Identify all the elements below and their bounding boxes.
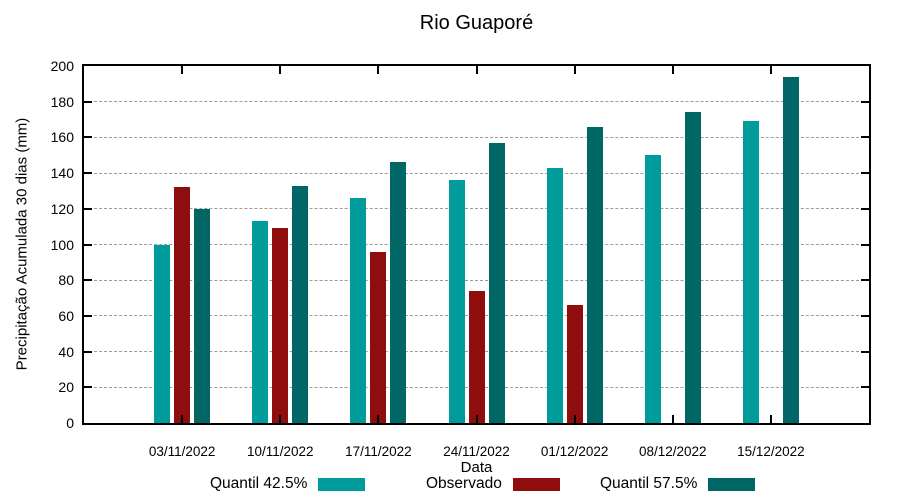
plot-area — [82, 64, 871, 425]
y-tick-right-100 — [861, 243, 869, 246]
x-tick-bottom-1 — [279, 415, 282, 423]
legend-entry-observado: Observado — [426, 475, 560, 493]
y-tick-left-20 — [84, 386, 92, 389]
bar-quantil-57-5--08-12-2022 — [684, 112, 701, 423]
gridline-y-160 — [84, 136, 869, 138]
y-tick-label-160: 160 — [50, 129, 74, 146]
x-tick-bottom-6 — [769, 415, 772, 423]
bar-observado-03-11-2022 — [174, 187, 191, 423]
chart-title: Rio Guaporé — [419, 12, 534, 34]
legend-swatch-quantil-57-5 — [708, 477, 756, 491]
bar-observado-10-11-2022 — [272, 228, 289, 423]
x-tick-label-4: 01/12/2022 — [540, 444, 609, 459]
y-tick-right-20 — [861, 386, 869, 389]
x-tick-top-6 — [769, 66, 772, 74]
y-tick-label-200: 200 — [50, 58, 74, 74]
y-tick-right-180 — [861, 100, 869, 103]
bar-quantil-57-5--03-11-2022 — [194, 208, 211, 423]
x-tick-bottom-0 — [181, 415, 184, 423]
x-tick-top-4 — [573, 66, 576, 74]
x-tick-top-2 — [377, 66, 380, 74]
legend-entry-quantil-57-5: Quantil 57.5% — [600, 475, 756, 493]
bar-quantil-42-5--17-11-2022 — [350, 198, 367, 423]
bar-quantil-57-5--10-11-2022 — [292, 185, 309, 423]
y-tick-right-120 — [861, 207, 869, 210]
bar-quantil-42-5--03-11-2022 — [154, 244, 171, 423]
y-tick-label-120: 120 — [50, 200, 74, 217]
y-tick-right-40 — [861, 350, 869, 353]
bar-quantil-42-5--24-11-2022 — [448, 180, 465, 423]
y-tick-left-100 — [84, 243, 92, 246]
legend-swatch-quantil-42-5 — [318, 477, 366, 491]
y-tick-label-40: 40 — [58, 343, 74, 360]
y-tick-label-20: 20 — [58, 379, 74, 396]
y-tick-label-140: 140 — [50, 165, 74, 182]
x-tick-label-2: 17/11/2022 — [345, 444, 412, 459]
y-tick-label-0: 0 — [66, 415, 74, 431]
x-tick-label-1: 10/11/2022 — [246, 444, 314, 459]
gridline-y-80 — [84, 279, 869, 281]
y-tick-right-140 — [861, 172, 869, 175]
y-tick-left-160 — [84, 136, 92, 139]
y-tick-label-100: 100 — [50, 236, 74, 253]
bar-quantil-42-5--01-12-2022 — [546, 167, 563, 423]
legend-entry-quantil-42-5: Quantil 42.5% — [210, 475, 366, 493]
bar-observado-01-12-2022 — [566, 305, 583, 423]
y-tick-left-40 — [84, 350, 92, 353]
x-tick-bottom-2 — [377, 415, 380, 423]
gridline-y-140 — [84, 172, 869, 174]
y-tick-label-60: 60 — [58, 307, 74, 324]
y-tick-label-80: 80 — [58, 272, 74, 289]
y-tick-right-160 — [861, 136, 869, 139]
x-tick-top-0 — [181, 66, 184, 74]
y-tick-label-180: 180 — [50, 93, 74, 110]
x-tick-label-0: 03/11/2022 — [148, 444, 216, 459]
bar-observado-17-11-2022 — [370, 251, 387, 423]
legend-swatch-observado — [512, 477, 560, 491]
gridline-y-100 — [84, 244, 869, 245]
bar-quantil-57-5--01-12-2022 — [586, 126, 603, 423]
gridline-y-180 — [84, 101, 869, 103]
x-axis-label: Data — [460, 459, 493, 476]
x-tick-bottom-5 — [671, 415, 674, 423]
y-tick-left-60 — [84, 314, 92, 317]
gridline-y-120 — [84, 208, 869, 210]
y-tick-left-140 — [84, 172, 92, 175]
y-tick-left-120 — [84, 207, 92, 210]
x-tick-bottom-3 — [475, 415, 478, 423]
y-tick-right-60 — [861, 314, 869, 317]
bar-quantil-42-5--10-11-2022 — [252, 221, 269, 423]
bar-quantil-42-5--15-12-2022 — [742, 121, 759, 423]
x-tick-top-3 — [475, 66, 478, 74]
bar-quantil-42-5--08-12-2022 — [644, 155, 661, 423]
legend-label-quantil-57-5: Quantil 57.5% — [600, 475, 698, 492]
bar-quantil-57-5--24-11-2022 — [488, 142, 505, 423]
x-tick-label-5: 08/12/2022 — [638, 444, 707, 459]
legend-label-quantil-42-5: Quantil 42.5% — [210, 475, 308, 492]
x-tick-bottom-4 — [573, 415, 576, 423]
bar-quantil-57-5--17-11-2022 — [390, 162, 407, 423]
legend-label-observado: Observado — [426, 475, 502, 492]
bar-observado-24-11-2022 — [468, 290, 485, 423]
y-tick-right-80 — [861, 279, 869, 282]
x-tick-label-3: 24/11/2022 — [443, 444, 510, 459]
x-tick-top-5 — [671, 66, 674, 74]
y-tick-left-80 — [84, 279, 92, 282]
x-tick-top-1 — [279, 66, 282, 74]
y-tick-left-180 — [84, 100, 92, 103]
bar-quantil-57-5--15-12-2022 — [782, 76, 799, 423]
x-tick-label-6: 15/12/2022 — [737, 444, 805, 459]
